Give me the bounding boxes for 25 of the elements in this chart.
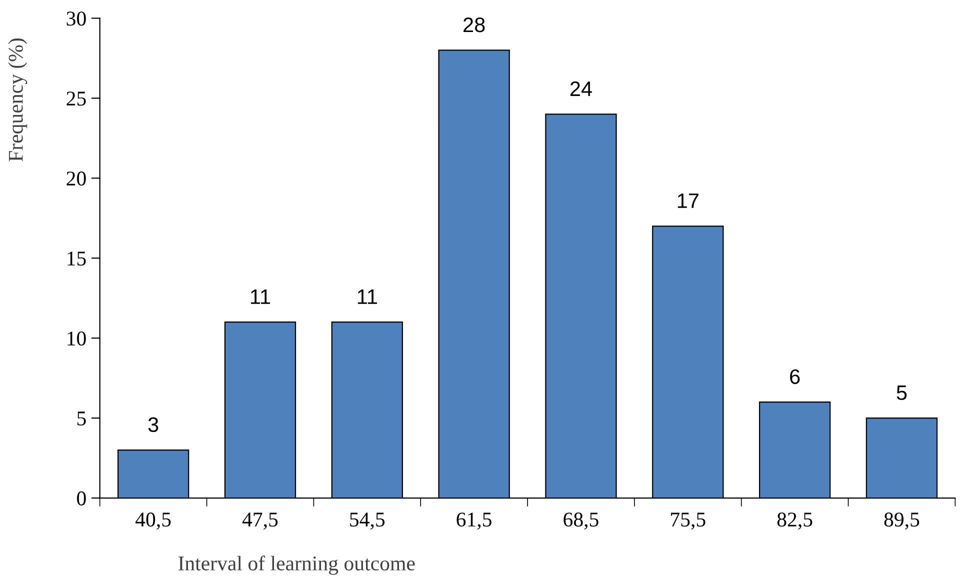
- data-label: 6: [790, 369, 800, 384]
- y-tick-label: 0: [77, 491, 86, 506]
- data-label: 11: [250, 290, 270, 304]
- x-tick-label: 75,5: [671, 512, 706, 530]
- y-tick-label: 10: [68, 331, 86, 346]
- data-label: 24: [570, 81, 592, 96]
- x-axis-title: Interval of learning outcome: [178, 556, 415, 575]
- y-axis-title: Frequency (%): [8, 38, 28, 162]
- x-tick-label: 68,5: [564, 512, 598, 530]
- x-tick-label: 89,5: [884, 512, 920, 530]
- x-tick-label: 47,5: [242, 512, 278, 530]
- y-tick-label: 5: [77, 412, 86, 426]
- x-tick-label: 54,5: [350, 512, 385, 530]
- x-tick-label: 40,5: [135, 512, 171, 530]
- y-tick-label: 20: [66, 172, 86, 186]
- data-label: 11: [358, 290, 377, 304]
- data-label: 5: [896, 386, 907, 400]
- y-tick-label: 15: [68, 252, 86, 266]
- data-label: 28: [464, 17, 485, 32]
- x-tick-label: 61,5: [456, 512, 492, 530]
- y-tick-label: 25: [66, 92, 86, 106]
- y-tick-label: 30: [66, 12, 86, 26]
- data-label: 3: [148, 417, 158, 432]
- x-tick-label: 82,5: [777, 512, 812, 530]
- data-label: 17: [678, 194, 698, 208]
